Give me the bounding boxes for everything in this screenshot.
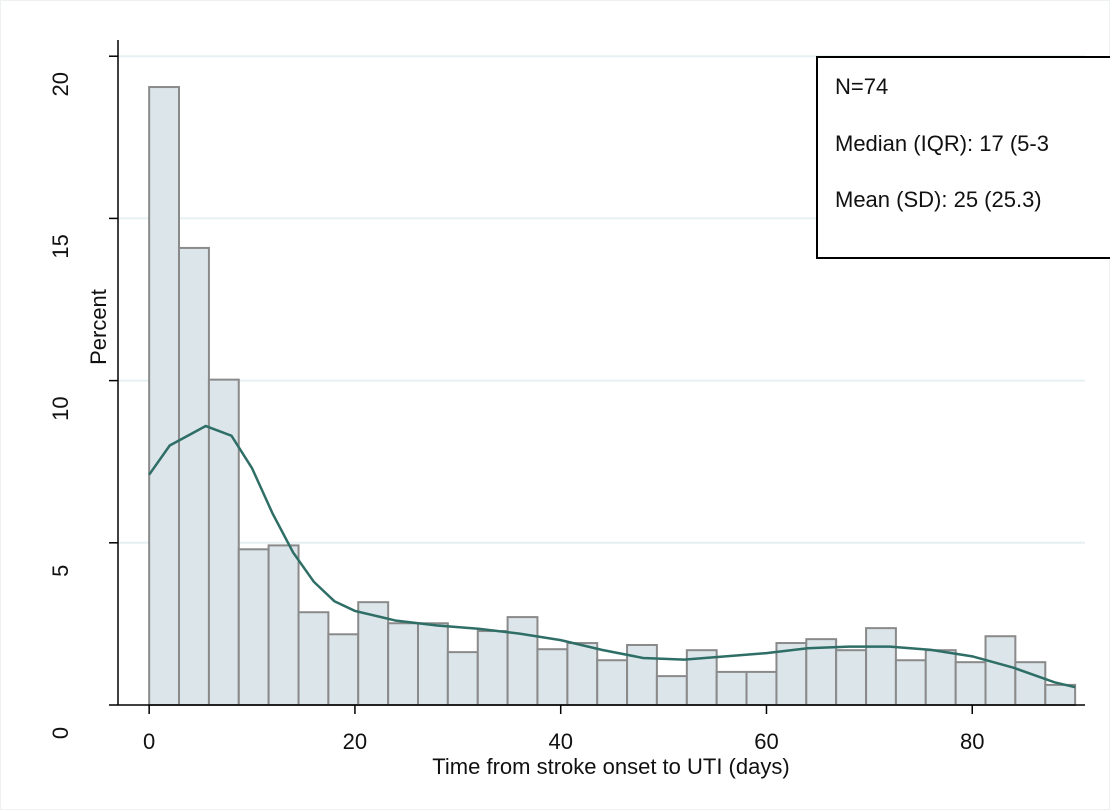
- bar: [715, 670, 748, 706]
- bar: [1044, 683, 1077, 707]
- annotation-box: [816, 56, 1110, 259]
- bar: [506, 616, 539, 707]
- bar: [566, 642, 599, 706]
- bar: [954, 661, 987, 706]
- x-tick-label: 60: [754, 729, 778, 754]
- bar: [416, 622, 449, 706]
- bar: [327, 633, 360, 706]
- bar: [805, 638, 838, 707]
- y-tick-label: 0: [48, 727, 73, 739]
- bar: [267, 544, 300, 707]
- bar: [835, 649, 868, 706]
- bar: [446, 651, 479, 706]
- x-tick-label: 0: [143, 729, 155, 754]
- x-tick-label: 80: [960, 729, 984, 754]
- bar: [745, 670, 778, 706]
- annotation: Median (IQR): 17 (5-3: [835, 131, 1049, 156]
- bar: [297, 611, 330, 706]
- x-tick-label: 40: [548, 729, 572, 754]
- x-tick-label: 20: [343, 729, 367, 754]
- y-tick-label: 5: [48, 565, 73, 577]
- annotation: N=74: [835, 74, 888, 99]
- y-tick-label: 15: [48, 234, 73, 258]
- y-tick-label: 10: [48, 396, 73, 420]
- bar: [237, 548, 270, 706]
- y-tick-label: 20: [48, 72, 73, 96]
- bar: [476, 630, 509, 706]
- bar: [177, 246, 210, 706]
- x-axis-title: Time from stroke onset to UTI (days): [432, 754, 789, 779]
- axes: 0 5 10 15 20 0 20 40 60 80: [48, 40, 1085, 754]
- bar: [984, 635, 1017, 706]
- bar: [148, 86, 180, 707]
- density-curve: [148, 424, 1076, 689]
- annotation: Mean (SD): 25 (25.3): [835, 187, 1042, 212]
- bar: [865, 627, 897, 706]
- bar: [596, 659, 629, 706]
- bar: [387, 622, 419, 706]
- y-axis-title: Percent: [86, 289, 111, 365]
- bar: [894, 659, 927, 706]
- bar: [924, 649, 957, 706]
- bar: [1014, 661, 1047, 706]
- grid: [118, 55, 1085, 544]
- bar: [536, 648, 569, 707]
- bar: [626, 643, 658, 706]
- bar: [655, 675, 688, 707]
